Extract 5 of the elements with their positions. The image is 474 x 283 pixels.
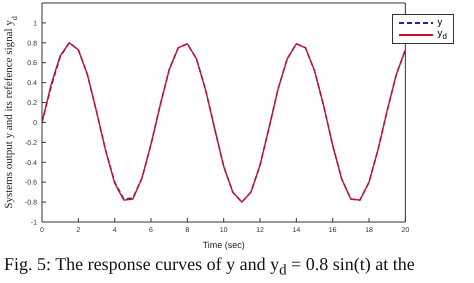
- x-axis-title: Time (sec): [202, 240, 245, 250]
- line-series: [42, 42, 406, 203]
- legend-label: y$_{d}$: [437, 28, 447, 41]
- legend-label: y: [437, 17, 442, 28]
- caption: Fig. 5: The response curves of y and y$_{d}$ = 0.8 sin(t) at the: [3, 254, 416, 280]
